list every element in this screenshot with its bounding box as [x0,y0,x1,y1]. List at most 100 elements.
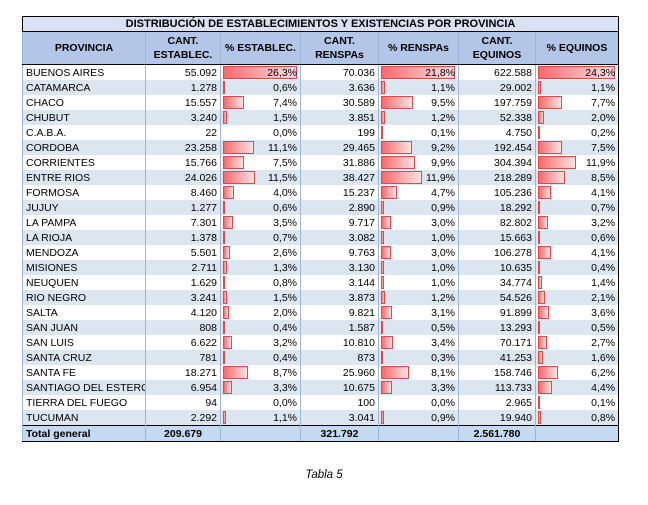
count-cell: 2.711 [145,260,221,275]
data-bar [538,276,543,289]
count-cell: 18.271 [145,365,221,380]
percent-cell: 24,3% [534,64,619,80]
count-cell: 8.460 [145,185,221,200]
count-cell: 15.766 [145,155,221,170]
table-row: BUENOS AIRES 55.092 26,3% 70.036 21,8% 622.58… [22,64,619,80]
table-row: CORRIENTES 15.766 7,5% 31.886 9,9% 304.394 11,… [22,155,619,170]
percent-label: 3,1% [431,306,455,319]
percent-cell: 9,2% [378,140,459,155]
data-bar [381,366,409,379]
table-row: TIERRA DEL FUEGO 94 0,0% 100 0,0% 2.965 0,1% [22,395,619,410]
province-name: LA RIOJA [22,230,146,245]
data-bar [538,186,551,199]
data-bar [223,276,226,289]
percent-label: 26,3% [267,66,297,79]
percent-cell: 11,1% [220,140,301,155]
percent-cell: 1,1% [378,80,459,95]
count-cell: 3.041 [300,410,379,426]
count-cell: 1.587 [300,320,379,335]
data-bar [223,66,298,79]
total-row: Total general 209.679 321.792 2.561.780 [22,425,619,442]
percent-label: 9,5% [431,96,455,109]
percent-cell: 2,0% [220,305,301,320]
percent-label: 3,6% [591,306,616,319]
percent-cell: 11,5% [220,170,301,185]
percent-label: 8,7% [273,366,297,379]
count-cell: 808 [145,320,221,335]
data-bar [538,216,549,229]
data-bar [538,231,540,244]
province-name: CATAMARCA [22,80,146,95]
count-cell: 158.746 [458,365,536,380]
percent-label: 4,0% [273,186,297,199]
percent-cell: 6,2% [534,365,619,380]
percent-cell: 1,4% [534,275,619,290]
percent-cell: 0,1% [378,125,459,140]
count-cell: 2.292 [145,410,221,426]
data-bar [538,156,576,169]
percent-cell: 0,9% [378,410,459,426]
percent-label: 0,5% [591,321,616,334]
percent-cell: 0,6% [534,230,619,245]
percent-label: 0,0% [431,396,455,409]
data-bar [538,411,541,424]
percent-cell: 7,4% [220,95,301,110]
data-bar [223,306,229,319]
data-bar [223,171,256,184]
data-bar [381,246,392,259]
percent-cell: 11,9% [378,170,459,185]
percent-label: 4,1% [591,186,616,199]
column-header: CANT. ESTABLEC. [145,31,221,65]
percent-label: 3,3% [431,381,455,394]
table-row: RIO NEGRO 3.241 1,5% 3.873 1,2% 54.526 2,1% [22,290,619,305]
count-cell: 3.851 [300,110,379,125]
percent-label: 2,6% [273,246,297,259]
count-cell: 10.635 [458,260,536,275]
percent-label: 1,0% [431,231,455,244]
count-cell: 55.092 [145,64,221,80]
percent-label: 0,4% [273,321,297,334]
count-cell: 29.465 [300,140,379,155]
percent-label: 7,5% [591,141,616,154]
percent-cell: 1,3% [220,260,301,275]
count-cell: 106.278 [458,245,536,260]
percent-cell: 4,0% [220,185,301,200]
province-name: SAN LUIS [22,335,146,350]
table-row: NEUQUEN 1.629 0,8% 3.144 1,0% 34.774 1,4% [22,275,619,290]
percent-cell: 4,1% [534,245,619,260]
percent-cell: 11,9% [534,155,619,170]
percent-label: 0,4% [273,351,297,364]
table-row: ENTRE RIOS 24.026 11,5% 38.427 11,9% 218.289 8… [22,170,619,185]
data-bar [381,336,393,349]
count-cell: 70.036 [300,64,379,80]
province-name: RIO NEGRO [22,290,146,305]
count-cell: 4.120 [145,305,221,320]
count-cell: 94 [145,395,221,410]
province-name: SALTA [22,305,146,320]
count-cell: 15.557 [145,95,221,110]
percent-label: 0,0% [273,396,297,409]
total-count: 321.792 [300,425,379,442]
percent-label: 0,1% [431,126,455,139]
table-row: SALTA 4.120 2,0% 9.821 3,1% 91.899 3,6% [22,305,619,320]
table-row: CORDOBA 23.258 11,1% 29.465 9,2% 192.454 7,5% [22,140,619,155]
data-bar [538,171,565,184]
count-cell: 3.082 [300,230,379,245]
data-bar [381,186,397,199]
count-cell: 873 [300,350,379,365]
count-cell: 9.717 [300,215,379,230]
table-row: SANTA CRUZ 781 0,4% 873 0,3% 41.253 1,6% [22,350,619,365]
data-bar [538,261,540,274]
percent-label: 2,0% [591,111,616,124]
percent-cell: 0,7% [220,230,301,245]
province-name: CORDOBA [22,140,146,155]
data-bar [381,201,385,214]
percent-cell: 3,3% [378,380,459,395]
count-cell: 9.763 [300,245,379,260]
count-cell: 18.292 [458,200,536,215]
percent-label: 4,7% [431,186,455,199]
percent-label: 8,1% [431,366,455,379]
percent-label: 7,4% [273,96,297,109]
percent-cell: 2,0% [534,110,619,125]
